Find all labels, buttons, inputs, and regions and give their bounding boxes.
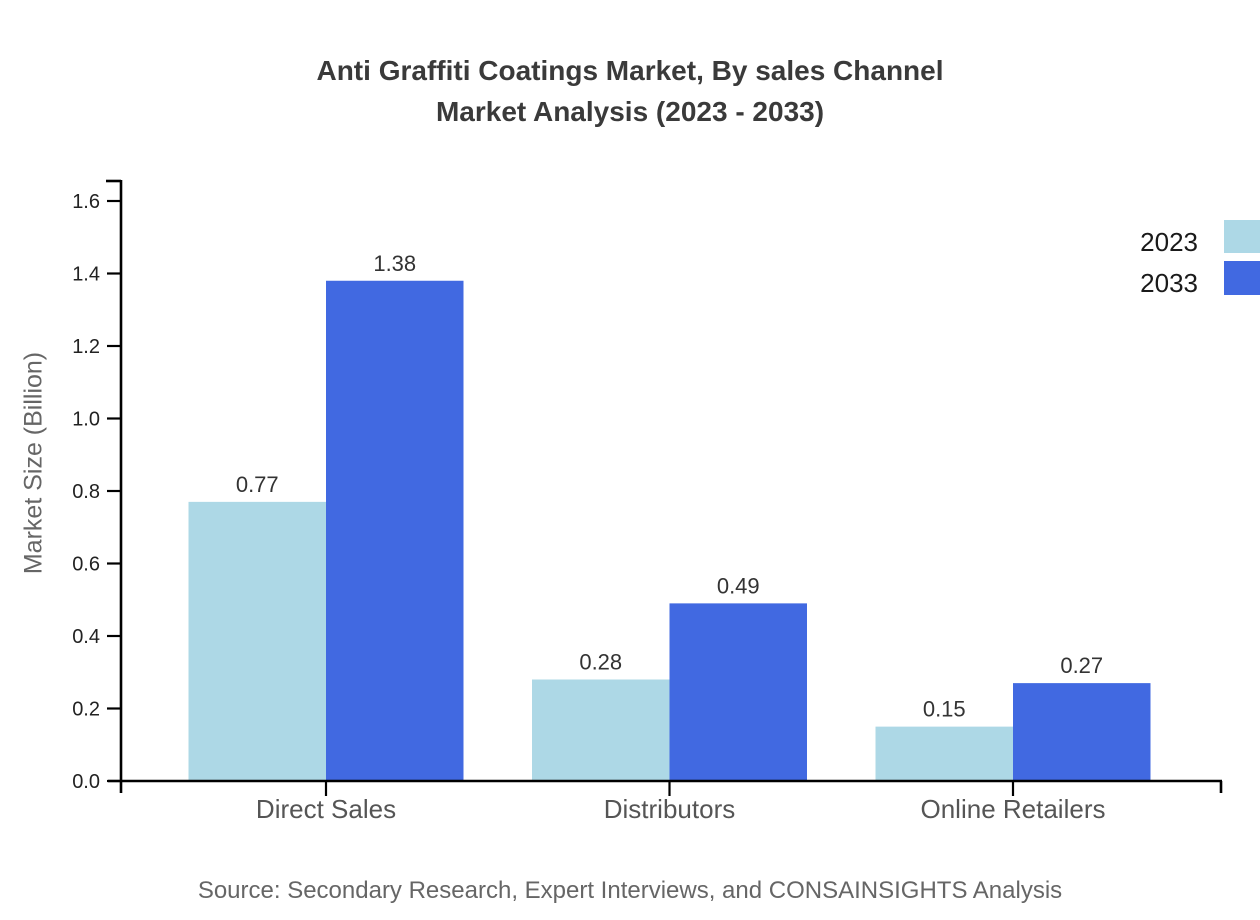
y-tick-label: 0.0 xyxy=(72,771,100,793)
bar-value-label: 1.38 xyxy=(373,251,416,276)
legend-swatch-2023 xyxy=(1224,220,1260,253)
y-tick-label: 1.0 xyxy=(72,409,100,431)
x-axis: Direct Sales Distributors Online Retailers xyxy=(108,779,1223,824)
chart-title-line1: Anti Graffiti Coatings Market, By sales … xyxy=(316,55,944,86)
bars-group: 0.77 0.28 0.15 1.38 0.49 0.27 xyxy=(188,251,1151,781)
bar-value-label: 0.49 xyxy=(717,573,760,598)
bar-2033-distributors xyxy=(669,603,807,781)
y-tick-label: 0.2 xyxy=(72,699,100,721)
chart-title: Anti Graffiti Coatings Market, By sales … xyxy=(0,50,1260,132)
bar-value-label: 0.27 xyxy=(1060,653,1103,678)
x-tick-label-distributors: Distributors xyxy=(604,794,735,824)
bar-2023-online-retailers xyxy=(875,726,1013,781)
bar-value-label: 0.15 xyxy=(923,697,966,722)
y-tick-label: 0.8 xyxy=(72,481,100,503)
source-note: Source: Secondary Research, Expert Inter… xyxy=(197,877,1063,904)
legend: 2023 2033 xyxy=(1140,220,1260,298)
bar-value-label: 0.28 xyxy=(579,650,622,675)
x-tick-label-online-retailers: Online Retailers xyxy=(921,794,1106,824)
chart-title-line2: Market Analysis (2023 - 2033) xyxy=(435,96,825,127)
y-tick-label: 1.4 xyxy=(72,264,100,286)
y-tick-label: 0.6 xyxy=(72,554,100,576)
y-axis: 0.0 0.2 0.4 0.6 0.8 1.0 1.2 1.4 1.6 xyxy=(72,179,123,793)
bar-2023-distributors xyxy=(532,679,670,781)
y-tick-label: 1.6 xyxy=(72,191,100,213)
bar-2033-direct-sales xyxy=(326,280,464,781)
bar-value-label: 0.77 xyxy=(236,472,279,497)
bar-2023-direct-sales xyxy=(188,501,326,781)
x-tick-label-direct-sales: Direct Sales xyxy=(256,794,396,824)
legend-label-2023: 2023 xyxy=(1140,227,1198,257)
y-tick-label: 1.2 xyxy=(72,336,100,358)
bar-2033-online-retailers xyxy=(1013,683,1151,781)
y-tick-label: 0.4 xyxy=(72,626,100,648)
legend-swatch-2033 xyxy=(1224,261,1260,295)
legend-label-2033: 2033 xyxy=(1140,268,1198,298)
